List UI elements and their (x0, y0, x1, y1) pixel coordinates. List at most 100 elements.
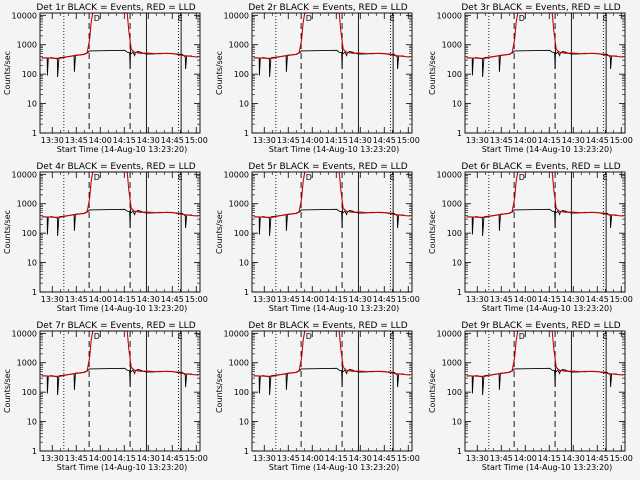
y-tick-label: 1 (244, 288, 249, 297)
x-tick-label: 14:45 (161, 136, 184, 145)
y-tick-label: 100 (447, 70, 462, 79)
x-tick-label: 15:00 (397, 136, 420, 145)
x-tick-label: 15:00 (610, 454, 633, 463)
y-tick-label: 10000 (437, 170, 462, 179)
x-tick-label: 14:00 (89, 454, 112, 463)
y-axis-label: Counts/sec (3, 51, 12, 95)
x-tick-label: 14:00 (301, 454, 324, 463)
y-tick-label: 1000 (442, 359, 462, 368)
y-axis-label: Counts/sec (428, 51, 437, 95)
series-line-lld (253, 330, 411, 377)
x-tick-label: 14:30 (562, 454, 585, 463)
x-tick-label: 14:45 (586, 454, 609, 463)
y-tick-label: 10 (239, 418, 249, 427)
plot-frame (464, 330, 626, 452)
x-tick-label: 13:30 (253, 295, 276, 304)
y-tick-label: 10 (239, 100, 249, 109)
x-axis-label: Start Time (14-Aug-10 13:23:20) (482, 145, 613, 154)
annotation-d: D (306, 332, 312, 341)
chart-panel-1: Det 1r BLACK = Events, RED = LLD 1 10 100 10… (3, 3, 208, 154)
y-tick-label: 100 (447, 388, 462, 397)
x-tick-label: 14:30 (349, 136, 372, 145)
panel-title: Det 4r BLACK = Events, RED = LLD (36, 162, 195, 172)
x-tick-label: 14:00 (301, 136, 324, 145)
chart-panel-6: Det 6r BLACK = Events, RED = LLD 1 10 100 10… (428, 162, 633, 313)
series-line-lld (253, 12, 411, 59)
series-group (253, 12, 411, 78)
y-tick-label: 1000 (442, 41, 462, 50)
x-tick-label: 13:45 (490, 136, 513, 145)
x-tick-label: 13:45 (490, 454, 513, 463)
y-tick-label: 1 (457, 288, 462, 297)
y-tick-label: 1 (244, 129, 249, 138)
y-tick-label: 10000 (12, 329, 37, 338)
chart-panel-3: Det 3r BLACK = Events, RED = LLD 1 10 100 10… (428, 3, 633, 154)
chart-panel-9: Det 9r BLACK = Events, RED = LLD 1 10 100 10… (428, 321, 633, 472)
series-group (253, 330, 411, 396)
x-axis-label: Start Time (14-Aug-10 13:23:20) (269, 145, 400, 154)
x-tick-label: 14:15 (113, 454, 136, 463)
x-axis-label: Start Time (14-Aug-10 13:23:20) (57, 463, 188, 472)
annotation-e: E (390, 173, 395, 182)
y-tick-label: 1 (32, 447, 37, 456)
y-tick-label: 100 (234, 388, 249, 397)
series-group (253, 171, 411, 237)
y-tick-label: 1 (457, 129, 462, 138)
y-tick-label: 100 (22, 388, 37, 397)
series-line-lld (466, 171, 624, 218)
y-tick-label: 1 (32, 288, 37, 297)
y-tick-label: 10000 (224, 329, 249, 338)
panel-title: Det 8r BLACK = Events, RED = LLD (248, 321, 407, 331)
x-tick-label: 14:15 (113, 136, 136, 145)
y-axis-label: Counts/sec (215, 369, 224, 413)
x-axis-label: Start Time (14-Aug-10 13:23:20) (482, 463, 613, 472)
x-tick-label: 13:30 (253, 136, 276, 145)
y-tick-label: 10000 (224, 11, 249, 20)
x-tick-label: 14:15 (538, 136, 561, 145)
panel-title: Det 6r BLACK = Events, RED = LLD (461, 162, 620, 172)
y-tick-label: 100 (22, 229, 37, 238)
x-axis-label: Start Time (14-Aug-10 13:23:20) (269, 463, 400, 472)
x-tick-label: 13:30 (41, 454, 64, 463)
annotation-d: D (94, 14, 100, 23)
y-tick-label: 10 (239, 259, 249, 268)
panel-title: Det 2r BLACK = Events, RED = LLD (248, 3, 407, 13)
series-line-lld (466, 330, 624, 377)
x-tick-label: 13:30 (253, 454, 276, 463)
plot-frame (39, 171, 201, 293)
annotation-e: E (603, 173, 608, 182)
y-tick-label: 10 (452, 259, 462, 268)
series-line-lld (41, 12, 199, 59)
annotation-d: D (94, 332, 100, 341)
annotation-d: D (306, 173, 312, 182)
y-tick-label: 1 (457, 447, 462, 456)
annotation-d: D (519, 332, 525, 341)
y-tick-label: 100 (234, 70, 249, 79)
annotation-e: E (603, 332, 608, 341)
y-tick-label: 10 (27, 100, 37, 109)
annotation-e: E (390, 332, 395, 341)
x-axis-label: Start Time (14-Aug-10 13:23:20) (57, 145, 188, 154)
chart-panel-7: Det 7r BLACK = Events, RED = LLD 1 10 100 10… (3, 321, 208, 472)
annotation-e: E (178, 173, 183, 182)
series-line-lld (41, 330, 199, 377)
x-tick-label: 14:45 (586, 136, 609, 145)
y-tick-label: 10 (27, 259, 37, 268)
x-tick-label: 13:30 (41, 295, 64, 304)
x-tick-label: 13:45 (65, 295, 88, 304)
chart-panel-5: Det 5r BLACK = Events, RED = LLD 1 10 100 10… (215, 162, 420, 313)
y-axis-label: Counts/sec (3, 210, 12, 254)
y-tick-label: 10 (452, 100, 462, 109)
series-group (466, 12, 624, 78)
x-tick-label: 13:45 (277, 136, 300, 145)
x-tick-label: 13:45 (277, 295, 300, 304)
y-tick-label: 10000 (437, 329, 462, 338)
x-tick-label: 13:30 (466, 136, 489, 145)
x-tick-label: 14:30 (137, 295, 160, 304)
panel-title: Det 5r BLACK = Events, RED = LLD (248, 162, 407, 172)
x-tick-label: 14:45 (586, 295, 609, 304)
annotation-d: D (94, 173, 100, 182)
x-tick-label: 14:30 (137, 136, 160, 145)
plot-frame (464, 171, 626, 293)
